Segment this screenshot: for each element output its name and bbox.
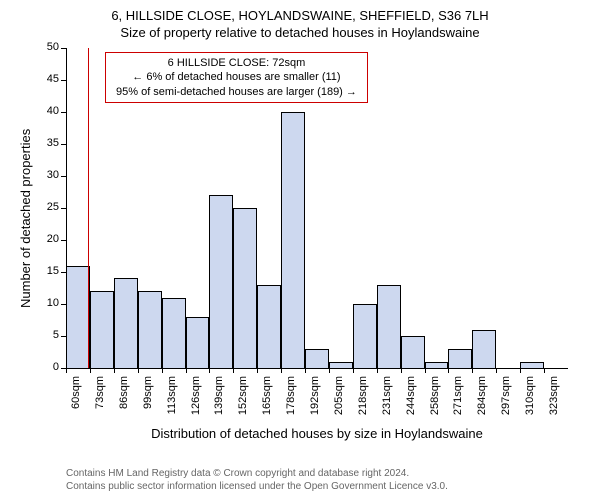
- histogram-bar: [472, 330, 496, 368]
- x-tick: [472, 368, 473, 373]
- x-tick: [209, 368, 210, 373]
- histogram-bar: [353, 304, 377, 368]
- x-tick-label: 86sqm: [118, 376, 130, 426]
- histogram-bar: [186, 317, 210, 368]
- credits-line-2: Contains public sector information licen…: [66, 480, 448, 493]
- y-tick: [61, 144, 66, 145]
- x-tick-label: 165sqm: [261, 376, 273, 426]
- x-tick-label: 205sqm: [333, 376, 345, 426]
- x-tick: [520, 368, 521, 373]
- reference-line: [88, 48, 89, 368]
- histogram-bar: [162, 298, 186, 368]
- x-tick: [448, 368, 449, 373]
- y-tick-label: 0: [31, 361, 59, 373]
- x-tick: [186, 368, 187, 373]
- x-tick-label: 297sqm: [500, 376, 512, 426]
- histogram-bar: [257, 285, 281, 368]
- credits-line-1: Contains HM Land Registry data © Crown c…: [66, 467, 448, 480]
- x-tick: [401, 368, 402, 373]
- x-tick-label: 284sqm: [476, 376, 488, 426]
- histogram-bar: [377, 285, 401, 368]
- x-tick-label: 218sqm: [357, 376, 369, 426]
- credits-block: Contains HM Land Registry data © Crown c…: [66, 467, 448, 493]
- y-tick-label: 5: [31, 329, 59, 341]
- y-tick: [61, 80, 66, 81]
- x-tick-label: 310sqm: [524, 376, 536, 426]
- x-tick-label: 244sqm: [405, 376, 417, 426]
- y-tick-label: 45: [31, 73, 59, 85]
- x-tick: [90, 368, 91, 373]
- y-tick-label: 10: [31, 297, 59, 309]
- histogram-bar: [448, 349, 472, 368]
- y-tick: [61, 208, 66, 209]
- y-tick-label: 40: [31, 105, 59, 117]
- x-axis-line: [66, 368, 568, 369]
- y-tick-label: 50: [31, 41, 59, 53]
- x-tick: [377, 368, 378, 373]
- histogram-bar: [520, 362, 544, 368]
- x-tick: [281, 368, 282, 373]
- x-tick: [425, 368, 426, 373]
- x-tick: [496, 368, 497, 373]
- x-tick: [66, 368, 67, 373]
- y-tick: [61, 112, 66, 113]
- title-line-2: Size of property relative to detached ho…: [0, 25, 600, 40]
- x-tick-label: 258sqm: [429, 376, 441, 426]
- y-tick-label: 35: [31, 137, 59, 149]
- x-tick: [305, 368, 306, 373]
- x-tick: [114, 368, 115, 373]
- x-tick-label: 113sqm: [166, 376, 178, 426]
- chart-title-block: 6, HILLSIDE CLOSE, HOYLANDSWAINE, SHEFFI…: [0, 8, 600, 40]
- x-tick: [233, 368, 234, 373]
- histogram-plot-area: 0510152025303540455060sqm73sqm86sqm99sqm…: [66, 48, 568, 368]
- histogram-bar: [233, 208, 257, 368]
- histogram-bar: [281, 112, 305, 368]
- histogram-bar: [305, 349, 329, 368]
- y-tick-label: 30: [31, 169, 59, 181]
- x-tick-label: 139sqm: [213, 376, 225, 426]
- x-axis-label: Distribution of detached houses by size …: [66, 426, 568, 441]
- x-tick-label: 152sqm: [237, 376, 249, 426]
- x-tick-label: 192sqm: [309, 376, 321, 426]
- histogram-bar: [401, 336, 425, 368]
- y-tick: [61, 48, 66, 49]
- x-tick-label: 271sqm: [452, 376, 464, 426]
- y-tick-label: 20: [31, 233, 59, 245]
- x-tick-label: 60sqm: [70, 376, 82, 426]
- x-tick-label: 99sqm: [142, 376, 154, 426]
- histogram-bar: [138, 291, 162, 368]
- histogram-bar: [90, 291, 114, 368]
- y-tick-label: 15: [31, 265, 59, 277]
- x-tick-label: 73sqm: [94, 376, 106, 426]
- x-tick-label: 126sqm: [190, 376, 202, 426]
- x-tick-label: 231sqm: [381, 376, 393, 426]
- y-tick-label: 25: [31, 201, 59, 213]
- y-tick: [61, 176, 66, 177]
- x-tick: [162, 368, 163, 373]
- y-axis-label: Number of detached properties: [18, 129, 33, 308]
- histogram-bar: [209, 195, 233, 368]
- x-tick: [257, 368, 258, 373]
- x-tick: [353, 368, 354, 373]
- x-tick-label: 178sqm: [285, 376, 297, 426]
- x-tick: [329, 368, 330, 373]
- x-tick: [544, 368, 545, 373]
- histogram-bar: [66, 266, 90, 368]
- y-tick: [61, 240, 66, 241]
- histogram-bar: [425, 362, 449, 368]
- title-line-1: 6, HILLSIDE CLOSE, HOYLANDSWAINE, SHEFFI…: [0, 8, 600, 23]
- histogram-bar: [329, 362, 353, 368]
- histogram-bar: [114, 278, 138, 368]
- x-tick-label: 323sqm: [548, 376, 560, 426]
- x-tick: [138, 368, 139, 373]
